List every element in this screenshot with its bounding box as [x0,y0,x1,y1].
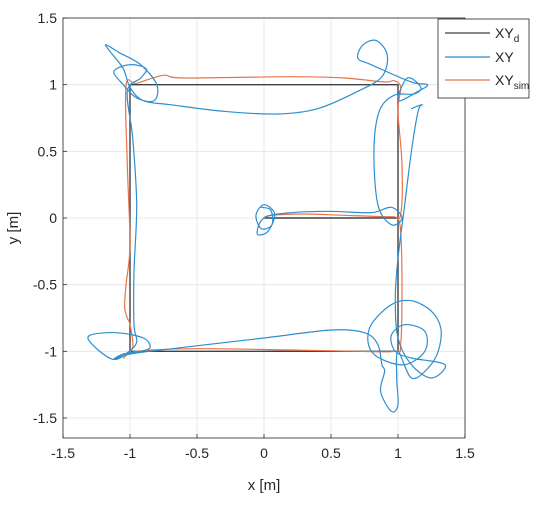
x-tick-label: -1 [124,445,137,461]
y-tick-label: -1 [45,343,58,359]
series-line-xy [87,39,447,413]
legend-label-xy-d-base: XY [495,25,514,41]
y-tick-label: 1 [49,77,57,93]
y-tick-label: -0.5 [33,277,57,293]
y-tick-label: -1.5 [33,410,57,426]
series-group [87,39,447,413]
legend-label-xy-sim: XYsim [495,72,529,92]
series-line-xy-sim [122,74,403,359]
x-tick-label: 1.5 [455,445,475,461]
legend-entry-xy-sim: XYsim [445,72,529,92]
legend-label-xy-sim-base: XY [495,72,514,88]
tick-labels: -1.5 -1 -0.5 0 0.5 1 1.5 -1.5 -1 -0.5 0 0.5 1 1.5 [33,10,475,461]
y-tick-label: 1.5 [38,10,58,26]
y-tick-label: 0 [49,210,57,226]
y-axis-label: y [m] [5,212,22,245]
legend-label-xy-d-sub: d [514,34,520,45]
legend-entry-xy: XY [445,49,514,65]
x-tick-label: 0.5 [321,445,341,461]
legend-label-xy-sim-sub: sim [514,81,530,92]
y-tick-label: 0.5 [38,143,58,159]
legend: XYd XY XYsim [437,18,530,99]
legend-label-xy-d: XYd [495,25,519,45]
x-axis-label: x [m] [248,477,281,494]
x-tick-label: -1.5 [51,445,75,461]
legend-label-xy: XY [495,49,514,65]
x-tick-label: -0.5 [185,445,209,461]
x-tick-label: 1 [394,445,402,461]
legend-entry-xy-d: XYd [445,25,519,45]
legend-box [437,18,530,99]
x-tick-label: 0 [260,445,268,461]
legend-label-xy-base: XY [495,49,514,65]
